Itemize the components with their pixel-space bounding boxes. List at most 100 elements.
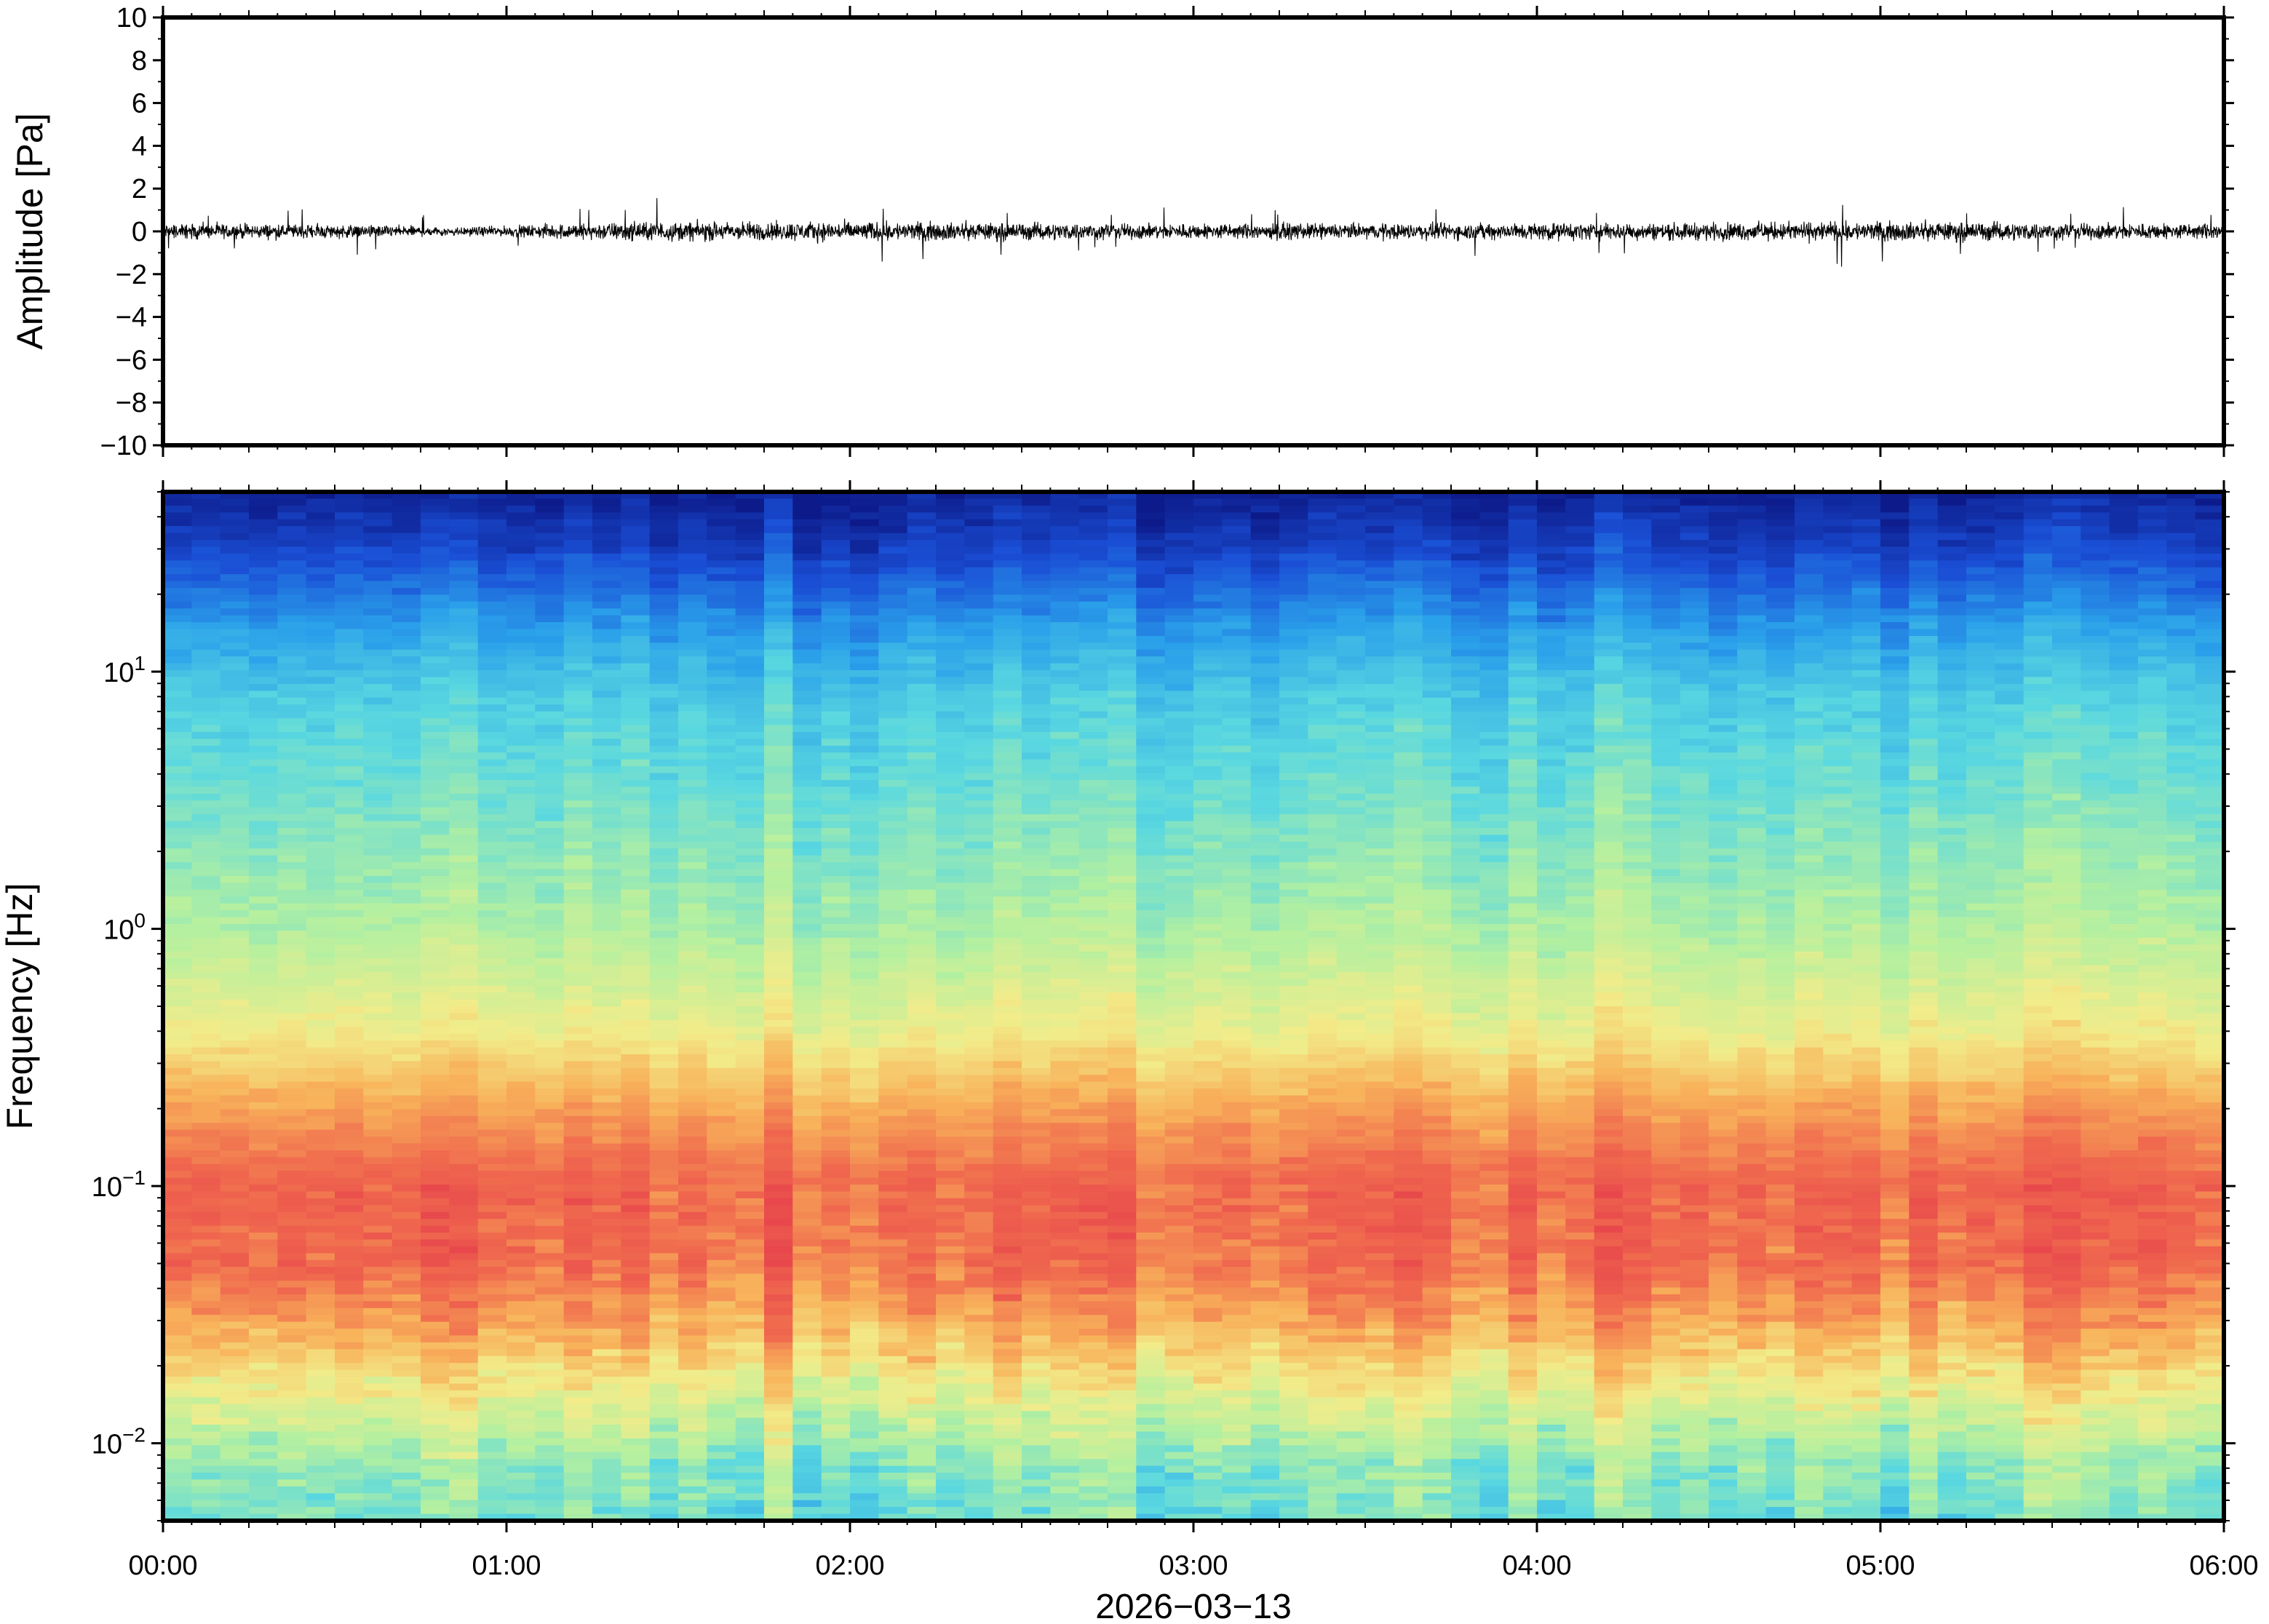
spectrogram-cell [449,1115,479,1123]
spectrogram-cell [449,1150,479,1158]
spectrogram-cell [277,1225,307,1233]
spectrogram-cell [392,649,421,657]
spectrogram-cell [335,1281,364,1289]
spectrogram-cell [850,1383,879,1391]
spectrogram-cell [449,814,479,822]
spectrogram-cell [993,1259,1022,1267]
spectrogram-cell [535,581,565,589]
spectrogram-cell [191,1513,221,1521]
spectrogram-cell [1050,601,1080,609]
spectrogram-cell [735,1129,765,1137]
spectrogram-cell [707,622,736,630]
spectrogram-cell [821,649,851,657]
spectrogram-cell [1050,519,1080,527]
spectrogram-cell [163,601,192,609]
spectrogram-cell [821,704,851,712]
spectrogram-cell [277,903,307,911]
spectrogram-cell [249,677,278,685]
spectrogram-cell [306,1486,335,1494]
spectrogram-cell [306,1390,335,1398]
spectrogram-cell [421,608,450,616]
spectrogram-cell [363,1157,393,1165]
spectrogram-cell [621,1191,651,1199]
spectrogram-cell [621,1137,651,1145]
spectrogram-cell [993,931,1022,939]
spectrogram-cell [764,1095,793,1103]
spectrogram-cell [621,1259,651,1267]
spectrogram-cell [506,574,536,582]
spectrogram-cell [678,739,707,747]
spectrogram-cell [277,1329,307,1337]
spectrogram-cell [993,1205,1022,1213]
spectrogram-cell [249,526,278,534]
spectrogram-cell [220,540,250,547]
spectrogram-cell [707,1273,736,1281]
spectrogram-cell [163,1033,192,1041]
spectrogram-cell [821,951,851,959]
spectrogram-cell [449,1267,479,1275]
spectrogram-cell [735,883,765,891]
spectrogram-cell [191,505,221,513]
spectrogram-cell [163,725,192,733]
spectrogram-cell [392,1473,421,1480]
spectrogram-cell [277,1019,307,1027]
spectrogram-cell [1022,1123,1051,1131]
spectrogram-cell [821,1157,851,1165]
spectrogram-cell [163,1088,192,1096]
spectrogram-cell [878,869,908,877]
spectrogram-cell [249,1047,278,1055]
spectrogram-cell [792,1465,822,1473]
spectrogram-cell [191,731,221,739]
spectrogram-cell [335,1287,364,1295]
spectrogram-cell [850,629,879,637]
spectrogram-cell [592,540,621,547]
spectrogram-cell [191,615,221,623]
spectrogram-cell [220,1163,250,1171]
spectrogram-cell [363,1205,393,1213]
spectrogram-cell [535,690,565,698]
spectrogram-cell [392,1486,421,1494]
spectrogram-cell [220,553,250,561]
spectrogram-cell [220,827,250,835]
spectrogram-cell [850,1356,879,1364]
spectrogram-cell [850,965,879,973]
spectrogram-cell [792,1500,822,1508]
spectrogram-cell [363,1267,393,1275]
spectrogram-cell [163,1281,192,1289]
spectrogram-cell [964,848,994,856]
spectrogram-cell [678,965,707,973]
spectrogram-cell [936,1150,965,1158]
spectrogram-cell [907,923,937,931]
spectrogram-cell [421,1369,450,1377]
spectrogram-cell [678,1150,707,1158]
spectrogram-cell [621,1253,651,1261]
spectrogram-cell [449,594,479,602]
spectrogram-cell [792,1479,822,1487]
spectrogram-cell [449,1040,479,1048]
spectrogram-cell [592,492,621,499]
spectrogram-cell [335,1307,364,1315]
spectrogram-cell [335,1150,364,1158]
spectrogram-cell [735,869,765,877]
spectrogram-cell [335,773,364,781]
spectrogram-cell [535,731,565,739]
spectrogram-cell [1050,1211,1080,1219]
spectrogram-cell [477,1411,507,1419]
spectrogram-cell [649,999,679,1007]
spectrogram-cell [563,677,593,685]
spectrogram-cell [191,855,221,863]
spectrogram-cell [878,533,908,541]
spectrogram-cell [563,979,593,987]
spectrogram-cell [764,965,793,973]
spectrogram-cell [649,992,679,1000]
spectrogram-cell [449,704,479,712]
spectrogram-cell [220,875,250,883]
spectrogram-cell [449,670,479,678]
spectrogram-cell [421,1425,450,1432]
spectrogram-cell [821,1493,851,1501]
spectrogram-cell [649,1259,679,1267]
spectrogram-cell [306,553,335,561]
spectrogram-cell [449,923,479,931]
spectrogram-cell [506,512,536,520]
spectrogram-cell [1050,567,1080,575]
